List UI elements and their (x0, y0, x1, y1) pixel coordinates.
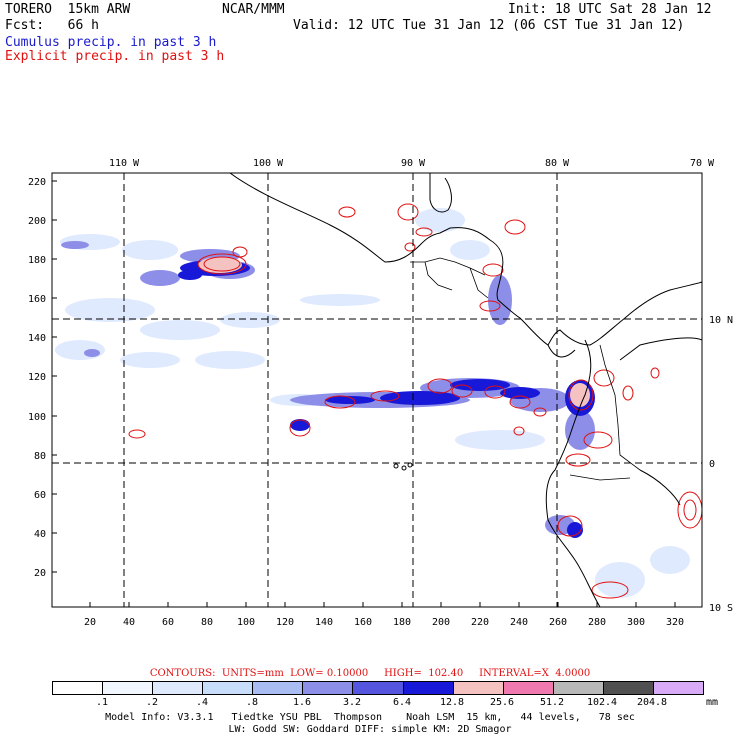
contours-info: CONTOURS: UNITS=mm LOW= 0.10000 HIGH= 10… (149, 668, 591, 679)
color-scale-swatch (403, 682, 454, 694)
x-tick-label: 180 (393, 617, 411, 628)
y-tick-label: 80 (34, 451, 46, 462)
y-tick-label: 120 (28, 372, 46, 383)
color-scale-swatch (103, 682, 154, 694)
y-tick-label: 140 (28, 333, 46, 344)
color-scale-label: 6.4 (392, 697, 412, 708)
y-tick-label: 100 (28, 412, 46, 423)
forecast-hour: Fcst: 66 h (5, 18, 99, 33)
color-scale-swatch (653, 682, 704, 694)
init-time: Init: 18 UTC Sat 28 Jan 12 (508, 2, 712, 17)
color-scale-label: .8 (245, 697, 259, 708)
color-scale-swatch (53, 682, 104, 694)
lat-lon-grid (52, 173, 702, 607)
legend-explicit-label: Explicit precip. in past 3 h (5, 49, 225, 64)
y-tick-label: 180 (28, 255, 46, 266)
color-scale-label: 12.8 (439, 697, 465, 708)
y-tick-label: 60 (34, 490, 46, 501)
x-tick-label: 280 (588, 617, 606, 628)
explicit-precip-fill (198, 257, 590, 407)
lon-label-90w: 90 W (401, 158, 426, 169)
model-info-line1: Model Info: V3.3.1 Tiedtke YSU PBL Thomp… (105, 712, 635, 723)
lat-label-10s: 10 S (709, 603, 733, 614)
color-scale-swatch (453, 682, 504, 694)
lon-label-110w: 110 W (109, 158, 140, 169)
x-tick-label: 20 (84, 617, 96, 628)
x-tick-label: 200 (432, 617, 450, 628)
x-tick-label: 120 (276, 617, 294, 628)
lon-label-100w: 100 W (253, 158, 284, 169)
lat-label-0: 0 (709, 459, 715, 470)
organization-label: NCAR/MMM (222, 2, 285, 17)
color-scale-labels: .1 .2 .4 .8 1.6 3.2 6.4 12.8 25.6 51.2 102.4 204.8 (52, 697, 702, 708)
color-scale-label: 51.2 (539, 697, 565, 708)
x-tick-label: 220 (471, 617, 489, 628)
x-tick-label: 100 (237, 617, 255, 628)
x-tick-label: 160 (354, 617, 372, 628)
legend-cumulus-label: Cumulus precip. in past 3 h (5, 35, 217, 50)
lon-label-70w: 70 W (690, 158, 715, 169)
x-tick-label: 320 (666, 617, 684, 628)
x-tick-label: 140 (315, 617, 333, 628)
color-scale-label: 1.6 (292, 697, 312, 708)
y-tick-label: 200 (28, 216, 46, 227)
color-scale-label: 3.2 (342, 697, 362, 708)
lat-label-10n: 10 N (709, 315, 733, 326)
x-tick-label: 60 (162, 617, 174, 628)
color-scale-label: .4 (195, 697, 209, 708)
color-scale-swatch (503, 682, 554, 694)
color-scale-unit: mm (706, 697, 719, 708)
y-tick-label: 20 (34, 568, 46, 579)
valid-time: Valid: 12 UTC Tue 31 Jan 12 (06 CST Tue … (293, 18, 685, 33)
x-tick-label: 300 (627, 617, 645, 628)
model-info-line2: LW: Godd SW: Goddard DIFF: simple KM: 2D… (228, 724, 512, 735)
x-tick-label: 260 (549, 617, 567, 628)
color-scale-label: 102.4 (586, 697, 618, 708)
color-scale-bar (52, 681, 704, 695)
color-scale-swatch (203, 682, 254, 694)
model-title: TORERO 15km ARW (5, 2, 131, 17)
map-frame (51, 172, 703, 608)
color-scale-swatch (253, 682, 304, 694)
color-scale-label: .1 (95, 697, 109, 708)
y-tick-label: 220 (28, 177, 46, 188)
x-tick-label: 240 (510, 617, 528, 628)
color-scale-label: 204.8 (636, 697, 668, 708)
explicit-precip-contours (128, 203, 702, 599)
color-scale-swatch (603, 682, 654, 694)
color-scale-swatch (153, 682, 204, 694)
color-scale-swatch (303, 682, 354, 694)
x-tick-label: 40 (123, 617, 135, 628)
y-tick-label: 40 (34, 529, 46, 540)
color-scale-swatch (553, 682, 604, 694)
x-tick-label: 80 (201, 617, 213, 628)
coastlines (229, 173, 702, 607)
lon-label-80w: 80 W (545, 158, 570, 169)
color-scale-swatch (353, 682, 404, 694)
y-tick-label: 160 (28, 294, 46, 305)
color-scale-label: .2 (145, 697, 159, 708)
color-scale-label: 25.6 (489, 697, 515, 708)
country-borders (410, 257, 641, 481)
